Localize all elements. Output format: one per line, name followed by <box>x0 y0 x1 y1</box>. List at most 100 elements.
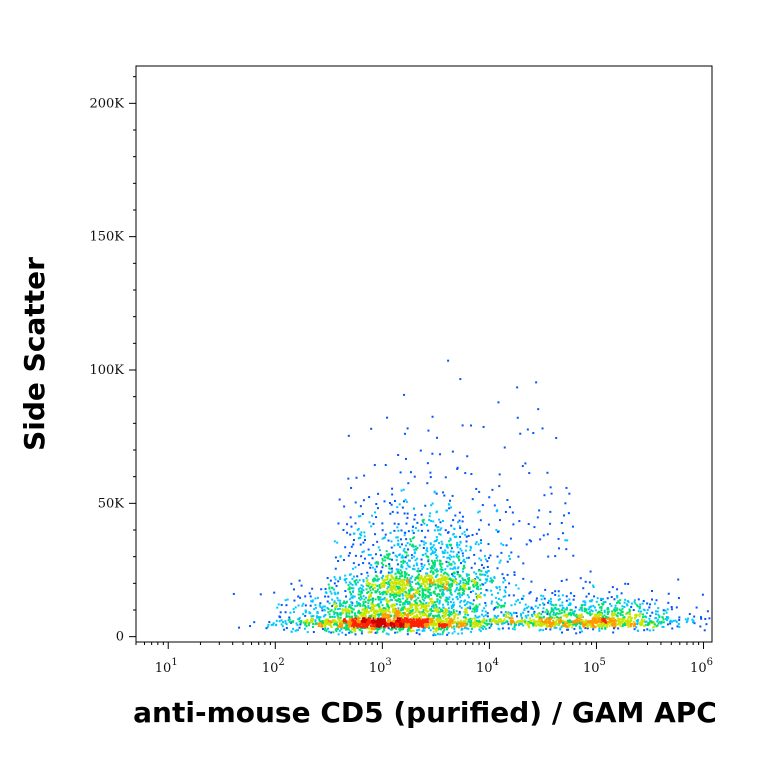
event-dot <box>448 563 451 566</box>
event-dot <box>541 602 544 605</box>
event-dot <box>446 626 449 629</box>
event-dot <box>607 608 610 611</box>
event-dot <box>360 632 363 635</box>
event-dot <box>356 619 359 622</box>
event-dot <box>590 605 593 608</box>
event-dot <box>362 589 365 592</box>
event-dot <box>592 628 595 631</box>
event-dot <box>476 597 479 600</box>
event-dot <box>598 606 601 609</box>
event-dot <box>337 580 340 583</box>
event-dot <box>428 627 431 630</box>
event-dot <box>446 565 449 568</box>
event-dot <box>628 611 631 614</box>
event-dot <box>351 577 354 580</box>
event-dot <box>439 618 442 621</box>
event-dot <box>290 630 293 633</box>
event-dot <box>503 618 506 621</box>
event-dot <box>367 548 370 551</box>
event-dot <box>402 623 405 626</box>
event-dot <box>441 620 444 623</box>
event-dot <box>427 594 430 597</box>
event-dot <box>407 548 410 551</box>
event-dot <box>364 539 367 542</box>
event-dot <box>303 627 306 630</box>
event-dot <box>440 527 443 530</box>
event-dot <box>477 511 480 514</box>
event-dot <box>414 607 417 610</box>
event-dot <box>293 599 296 602</box>
event-dot <box>539 616 542 619</box>
event-dot <box>462 560 465 563</box>
event-dot <box>364 620 367 623</box>
event-dot <box>579 606 582 609</box>
event-dot <box>484 614 487 617</box>
event-dot <box>408 607 411 610</box>
event-dot <box>351 596 354 599</box>
event-dot <box>429 566 432 569</box>
event-dot <box>430 585 433 588</box>
event-dot <box>537 615 540 618</box>
event-dot <box>299 623 302 626</box>
event-dot <box>552 611 555 614</box>
event-dot <box>418 613 421 616</box>
event-dot <box>458 511 461 514</box>
event-dot <box>481 504 484 507</box>
event-dot <box>442 572 445 575</box>
event-dot <box>393 581 396 584</box>
event-dot <box>486 622 489 625</box>
event-dot <box>387 580 390 583</box>
event-dot <box>440 566 443 569</box>
event-dot <box>612 620 615 623</box>
event-dot <box>376 627 379 630</box>
event-dot <box>304 595 307 598</box>
event-dot <box>374 616 377 619</box>
event-dot <box>386 616 389 619</box>
event-dot <box>407 589 410 592</box>
event-dot <box>345 620 348 623</box>
event-dot <box>539 538 542 541</box>
event-dot <box>406 610 409 613</box>
event-dot <box>399 572 402 575</box>
event-dot <box>533 613 536 616</box>
event-dot <box>396 599 399 602</box>
event-dot <box>337 560 340 563</box>
event-dot <box>594 613 597 616</box>
event-dot <box>275 619 278 622</box>
event-dot <box>407 574 410 577</box>
event-dot <box>422 540 425 543</box>
event-dot <box>375 609 378 612</box>
event-dot <box>391 582 394 585</box>
event-dot <box>358 611 361 614</box>
event-dot <box>475 541 478 544</box>
event-dot <box>387 613 390 616</box>
event-dot <box>359 593 362 596</box>
event-dot <box>604 601 607 604</box>
event-dot <box>394 554 397 557</box>
event-dot <box>369 595 372 598</box>
event-dot <box>657 622 660 625</box>
event-dot <box>390 591 393 594</box>
event-dot <box>439 585 442 588</box>
event-dot <box>524 603 527 606</box>
event-dot <box>451 603 454 606</box>
event-dot <box>593 619 596 622</box>
event-dot <box>391 599 394 602</box>
event-dot <box>395 603 398 606</box>
event-dot <box>460 600 463 603</box>
event-dot <box>511 627 514 630</box>
event-dot <box>610 596 613 599</box>
event-dot <box>413 475 416 478</box>
event-dot <box>342 528 345 531</box>
event-dot <box>499 621 502 624</box>
event-dot <box>441 543 444 546</box>
event-dot <box>550 610 553 613</box>
event-dot <box>606 611 609 614</box>
event-dot <box>306 618 309 621</box>
event-dot <box>364 600 367 603</box>
event-dot <box>542 623 545 626</box>
event-dot <box>561 604 564 607</box>
event-dot <box>434 593 437 596</box>
event-dot <box>473 625 476 628</box>
event-dot <box>446 589 449 592</box>
